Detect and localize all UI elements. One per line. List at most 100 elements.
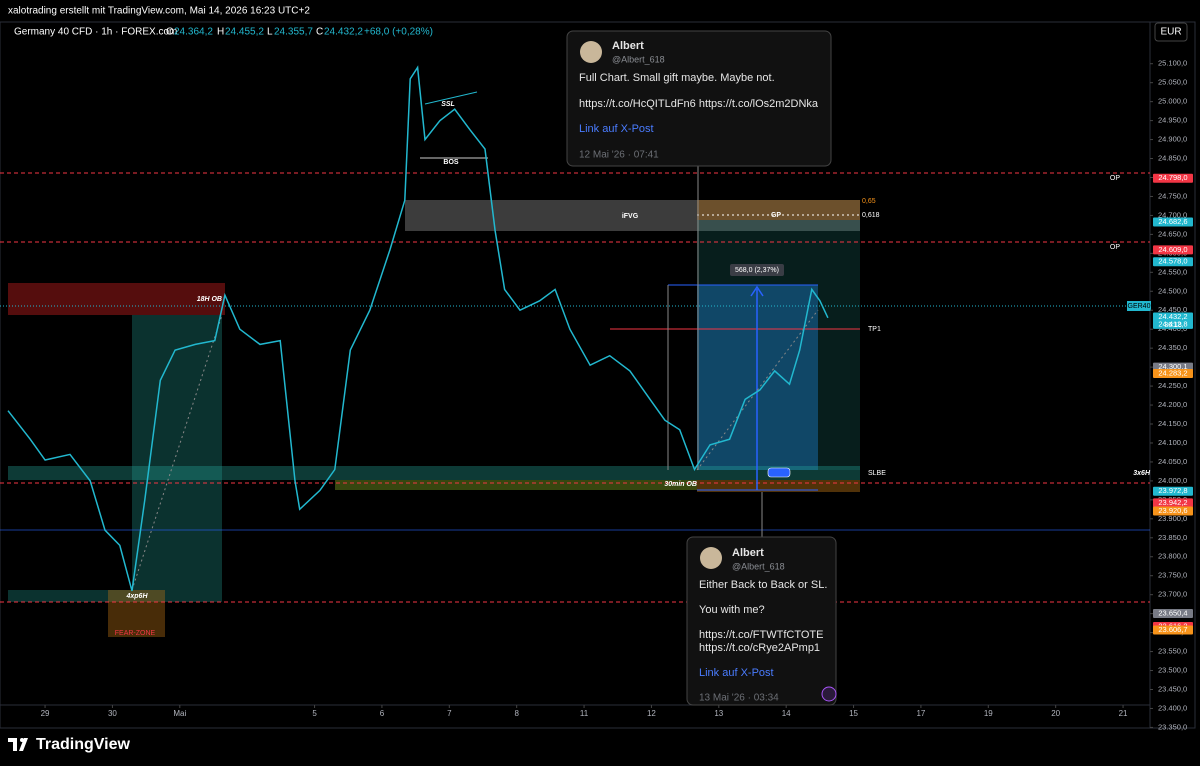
x-tick-label: 17: [916, 709, 925, 718]
x-tick-label: 15: [849, 709, 858, 718]
annotation: 0,65: [862, 198, 876, 205]
tweet-text: https://t.co/FTWTfCTOTE: [699, 629, 823, 641]
fear-zone: [108, 590, 165, 637]
tweet-link[interactable]: Link auf X-Post: [699, 667, 774, 679]
price-badge: [1153, 625, 1193, 635]
x-tick-label: 29: [41, 709, 50, 718]
y-tick-label: 23.750,0: [1158, 571, 1187, 580]
price-badge: [1153, 257, 1193, 267]
y-tick-label: 24.000,0: [1158, 476, 1187, 485]
currency-box[interactable]: [1154, 22, 1188, 42]
annotation: GP: [771, 212, 781, 219]
ohlc-value: 24.455,2: [225, 27, 264, 38]
tweet-date: 13 Mai '26 · 03:34: [699, 693, 779, 704]
x-tick-label: 7: [447, 709, 452, 718]
tweet-handle: @Albert_618: [732, 561, 785, 571]
tweet-frame[interactable]: [566, 30, 832, 167]
ob-30m: [335, 480, 697, 490]
tweet-link[interactable]: Link auf X-Post: [579, 123, 654, 135]
arrow-head: [750, 285, 764, 297]
y-tick-label: 24.950,0: [1158, 116, 1187, 125]
annotation: SSL: [441, 101, 455, 108]
symbol-badge-bg: [1127, 301, 1151, 311]
price-badge: [1153, 173, 1193, 183]
y-tick-label: 25.000,0: [1158, 97, 1187, 106]
annotation: SLBE: [868, 470, 886, 477]
price-badge: [1153, 506, 1193, 516]
target-box: [697, 220, 860, 470]
footer: [0, 729, 1200, 766]
change: +68,0 (+0,28%): [364, 27, 433, 38]
annotation: 3x6H: [1133, 470, 1151, 477]
price-badge: [1153, 319, 1193, 329]
chart-frame: [0, 21, 1196, 729]
y-tick-label: 23.850,0: [1158, 533, 1187, 542]
trend-line: [696, 309, 819, 471]
ohlc-value: 24.432,2: [324, 27, 363, 38]
y-tick-label: 23.700,0: [1158, 590, 1187, 599]
x-tick-label: 8: [514, 709, 519, 718]
tweet-frame[interactable]: [686, 536, 837, 706]
measure-label-bg: [730, 264, 784, 276]
price-badge-label: 23.972,8: [1158, 486, 1187, 495]
y-tick-label: 23.400,0: [1158, 703, 1187, 712]
tweet-card[interactable]: Albert @Albert_618 Full Chart. Small gif…: [566, 30, 832, 167]
tweet-name: Albert: [612, 40, 644, 52]
price-badge-label: 24.432,2: [1158, 312, 1187, 321]
price-badge: [1153, 245, 1193, 255]
x-tick-label: 12: [647, 709, 656, 718]
annotation: FEAR-ZONE: [115, 630, 156, 637]
x-tick-label: 14: [782, 709, 791, 718]
tweet-text: https://t.co/cRye2APmp1: [699, 642, 820, 654]
price-badge-label: 23.650,4: [1158, 608, 1187, 617]
ohlc-key: L: [267, 27, 273, 38]
tweet-text: Full Chart. Small gift maybe. Maybe not.: [579, 72, 775, 84]
annotation: 0,618: [862, 212, 880, 219]
annotation: 4xp6H: [125, 593, 148, 600]
symbol-badge: GER40: [1128, 303, 1151, 310]
ohlc-value: 24.364,2: [174, 27, 213, 38]
price-badge-label: 23.606,7: [1158, 625, 1187, 634]
y-tick-label: 24.350,0: [1158, 343, 1187, 352]
x-tick-label: Mai: [173, 709, 186, 718]
y-tick-label: 24.450,0: [1158, 305, 1187, 314]
badge-icon: [821, 686, 837, 702]
annotation: BOS: [443, 159, 459, 166]
tweet-handle: @Albert_618: [612, 54, 665, 64]
price-badge: [1153, 608, 1193, 618]
ob-zone: [8, 283, 225, 315]
ohlc-key: C: [316, 27, 323, 38]
countdown: 36:18: [1164, 322, 1182, 329]
y-tick-label: 25.050,0: [1158, 78, 1187, 87]
price-badge-label: 24.412,8: [1158, 319, 1187, 328]
price-badge-label: 24.609,0: [1158, 245, 1187, 254]
x-tick-label: 11: [580, 709, 589, 718]
tweet-text: You with me?: [699, 604, 765, 616]
currency[interactable]: EUR: [1160, 27, 1181, 38]
annotation: 568,0 (2,37%): [735, 267, 779, 274]
price-badge: [1153, 486, 1193, 496]
y-tick-label: 24.100,0: [1158, 438, 1187, 447]
annotation: OP: [1110, 175, 1120, 182]
credit: xalotrading erstellt mit TradingView.com…: [8, 6, 310, 17]
tweet-text: Either Back to Back or SL.: [699, 579, 827, 591]
ohlc-key: O: [166, 27, 174, 38]
y-tick-label: 24.550,0: [1158, 267, 1187, 276]
annotation: TP1: [868, 326, 881, 333]
tweet-date: 12 Mai '26 · 07:41: [579, 150, 659, 161]
ssl-line: [424, 91, 478, 105]
annotation: OP: [1110, 244, 1120, 251]
drawings: [0, 91, 1150, 637]
tweet-name: Albert: [732, 547, 764, 559]
ohlc-key: H: [217, 27, 224, 38]
y-tick-label: 24.700,0: [1158, 210, 1187, 219]
brand: TradingView: [36, 736, 131, 753]
price-badge-label: 23.920,6: [1158, 506, 1187, 515]
price-badge: [1153, 498, 1193, 508]
y-tick-label: 23.900,0: [1158, 514, 1187, 523]
avatar: [700, 547, 722, 569]
price-badge-label: 24.682,6: [1158, 217, 1187, 226]
tweet-card[interactable]: Albert @Albert_618 Either Back to Back o…: [686, 536, 837, 706]
y-tick-label: 24.900,0: [1158, 135, 1187, 144]
